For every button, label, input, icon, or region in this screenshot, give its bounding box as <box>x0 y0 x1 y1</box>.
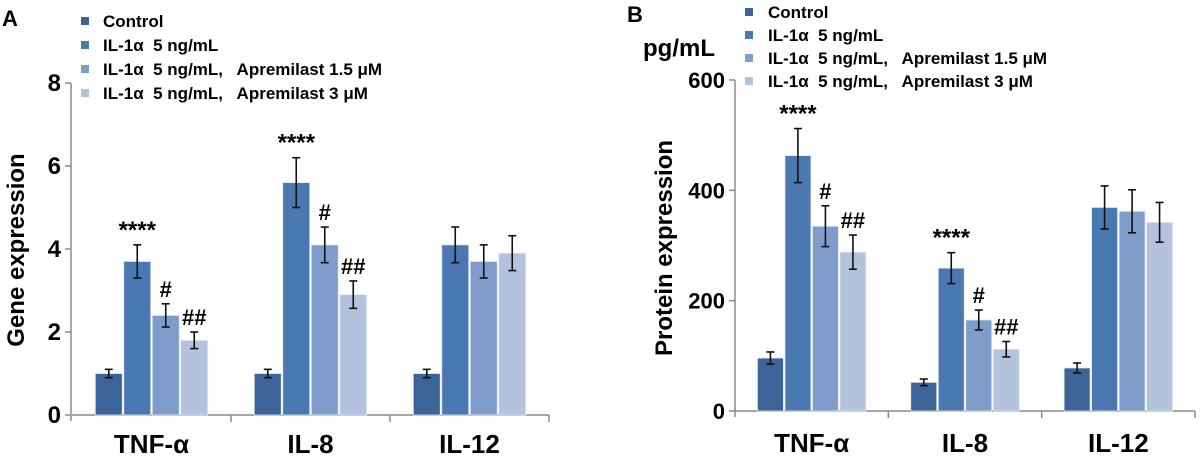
y-tick-label: 2 <box>48 319 61 346</box>
panel-b-unit-label: pg/mL <box>643 35 715 62</box>
bar <box>992 348 1020 412</box>
legend-label: IL-1α 5 ng/mL <box>768 26 883 45</box>
x-category-label: IL-8 <box>287 429 333 458</box>
legend-label: IL-1α 5 ng/mL, Apremilast 1.5 μM <box>768 49 1047 68</box>
x-category-label: IL-12 <box>439 429 500 458</box>
significance-label: **** <box>278 130 316 157</box>
bar <box>757 357 784 412</box>
bar <box>1146 221 1173 412</box>
legend-swatch <box>81 17 89 25</box>
significance-label: ## <box>341 254 365 279</box>
legend-swatch <box>81 65 89 73</box>
legend-item: IL-1α 5 ng/mL <box>81 36 218 55</box>
significance-label: # <box>319 200 331 225</box>
significance-label: # <box>160 277 172 302</box>
bar <box>498 252 527 416</box>
bar <box>282 182 311 416</box>
panel-b: B pg/mL Protein expression 0 200 400 600 ***… <box>627 2 1196 458</box>
bar <box>151 314 180 416</box>
significance-label: ## <box>994 314 1018 339</box>
legend-item: IL-1α 5 ng/mL, Apremilast 1.5 μM <box>81 60 382 79</box>
y-tick-label: 600 <box>688 68 725 93</box>
significance-label: ## <box>182 305 206 330</box>
legend-swatch <box>745 77 753 85</box>
bar <box>441 244 470 416</box>
panel-a: A Gene expression 02468****###TNF-α****#… <box>2 6 550 458</box>
bar <box>412 373 441 416</box>
y-tick-label: 4 <box>48 236 62 263</box>
bar <box>1063 367 1091 412</box>
significance-label: **** <box>933 225 971 252</box>
panel-b-y-axis-label: Protein expression <box>651 140 678 356</box>
legend-swatch <box>81 41 89 49</box>
legend-item: Control <box>745 3 828 22</box>
y-tick-label: 0 <box>48 402 61 429</box>
significance-label: **** <box>779 101 817 128</box>
y-tick-label: 0 <box>713 399 725 424</box>
panel-a-y-axis-label: Gene expression <box>3 153 30 346</box>
bar <box>469 261 498 416</box>
legend-item: IL-1α 5 ng/mL, Apremilast 3 μM <box>81 84 368 103</box>
bar <box>310 244 339 416</box>
legend-swatch <box>81 89 89 97</box>
x-category-label: IL-8 <box>942 428 988 458</box>
bar <box>1091 207 1118 412</box>
bar <box>123 261 152 416</box>
legend: Control IL-1α 5 ng/mL IL-1α 5 ng/mL, Aprem… <box>745 3 1047 91</box>
legend-item: IL-1α 5 ng/mL, Apremilast 1.5 μM <box>745 49 1047 68</box>
legend-item: IL-1α 5 ng/mL <box>745 26 883 45</box>
bar <box>937 267 965 412</box>
bar <box>339 294 368 416</box>
legend-label: IL-1α 5 ng/mL, Apremilast 3 μM <box>768 72 1033 91</box>
panel-b-label: B <box>627 2 643 27</box>
legend-swatch <box>745 54 753 62</box>
x-category-label: TNF-α <box>774 428 849 458</box>
significance-label: ## <box>841 208 865 233</box>
bar <box>965 319 993 412</box>
panel-a-label: A <box>2 6 18 31</box>
y-tick-label: 6 <box>48 153 61 180</box>
legend-item: Control <box>81 12 163 31</box>
x-category-label: TNF-α <box>114 429 189 458</box>
legend-label: IL-1α 5 ng/mL <box>103 36 218 55</box>
legend-swatch <box>745 31 753 39</box>
legend: Control IL-1α 5 ng/mL IL-1α 5 ng/mL, Aprem… <box>81 12 382 103</box>
bar <box>180 339 209 416</box>
legend-label: Control <box>768 3 828 22</box>
legend-label: IL-1α 5 ng/mL, Apremilast 3 μM <box>103 84 368 103</box>
bar <box>839 251 867 412</box>
significance-label: # <box>819 179 831 204</box>
legend-label: IL-1α 5 ng/mL, Apremilast 1.5 μM <box>103 60 382 79</box>
bar <box>910 381 938 412</box>
significance-label: # <box>973 283 985 308</box>
bar <box>253 373 282 416</box>
bar <box>784 155 812 412</box>
significance-label: **** <box>119 217 157 244</box>
y-tick-label: 200 <box>688 289 725 314</box>
legend-swatch <box>745 8 753 16</box>
bar <box>812 225 839 412</box>
legend-label: Control <box>103 12 163 31</box>
bar <box>94 373 123 416</box>
bar <box>1118 210 1146 412</box>
legend-item: IL-1α 5 ng/mL, Apremilast 3 μM <box>745 72 1033 91</box>
x-category-label: IL-12 <box>1088 428 1149 458</box>
y-tick-label: 8 <box>48 70 61 97</box>
y-tick-label: 400 <box>688 178 725 203</box>
